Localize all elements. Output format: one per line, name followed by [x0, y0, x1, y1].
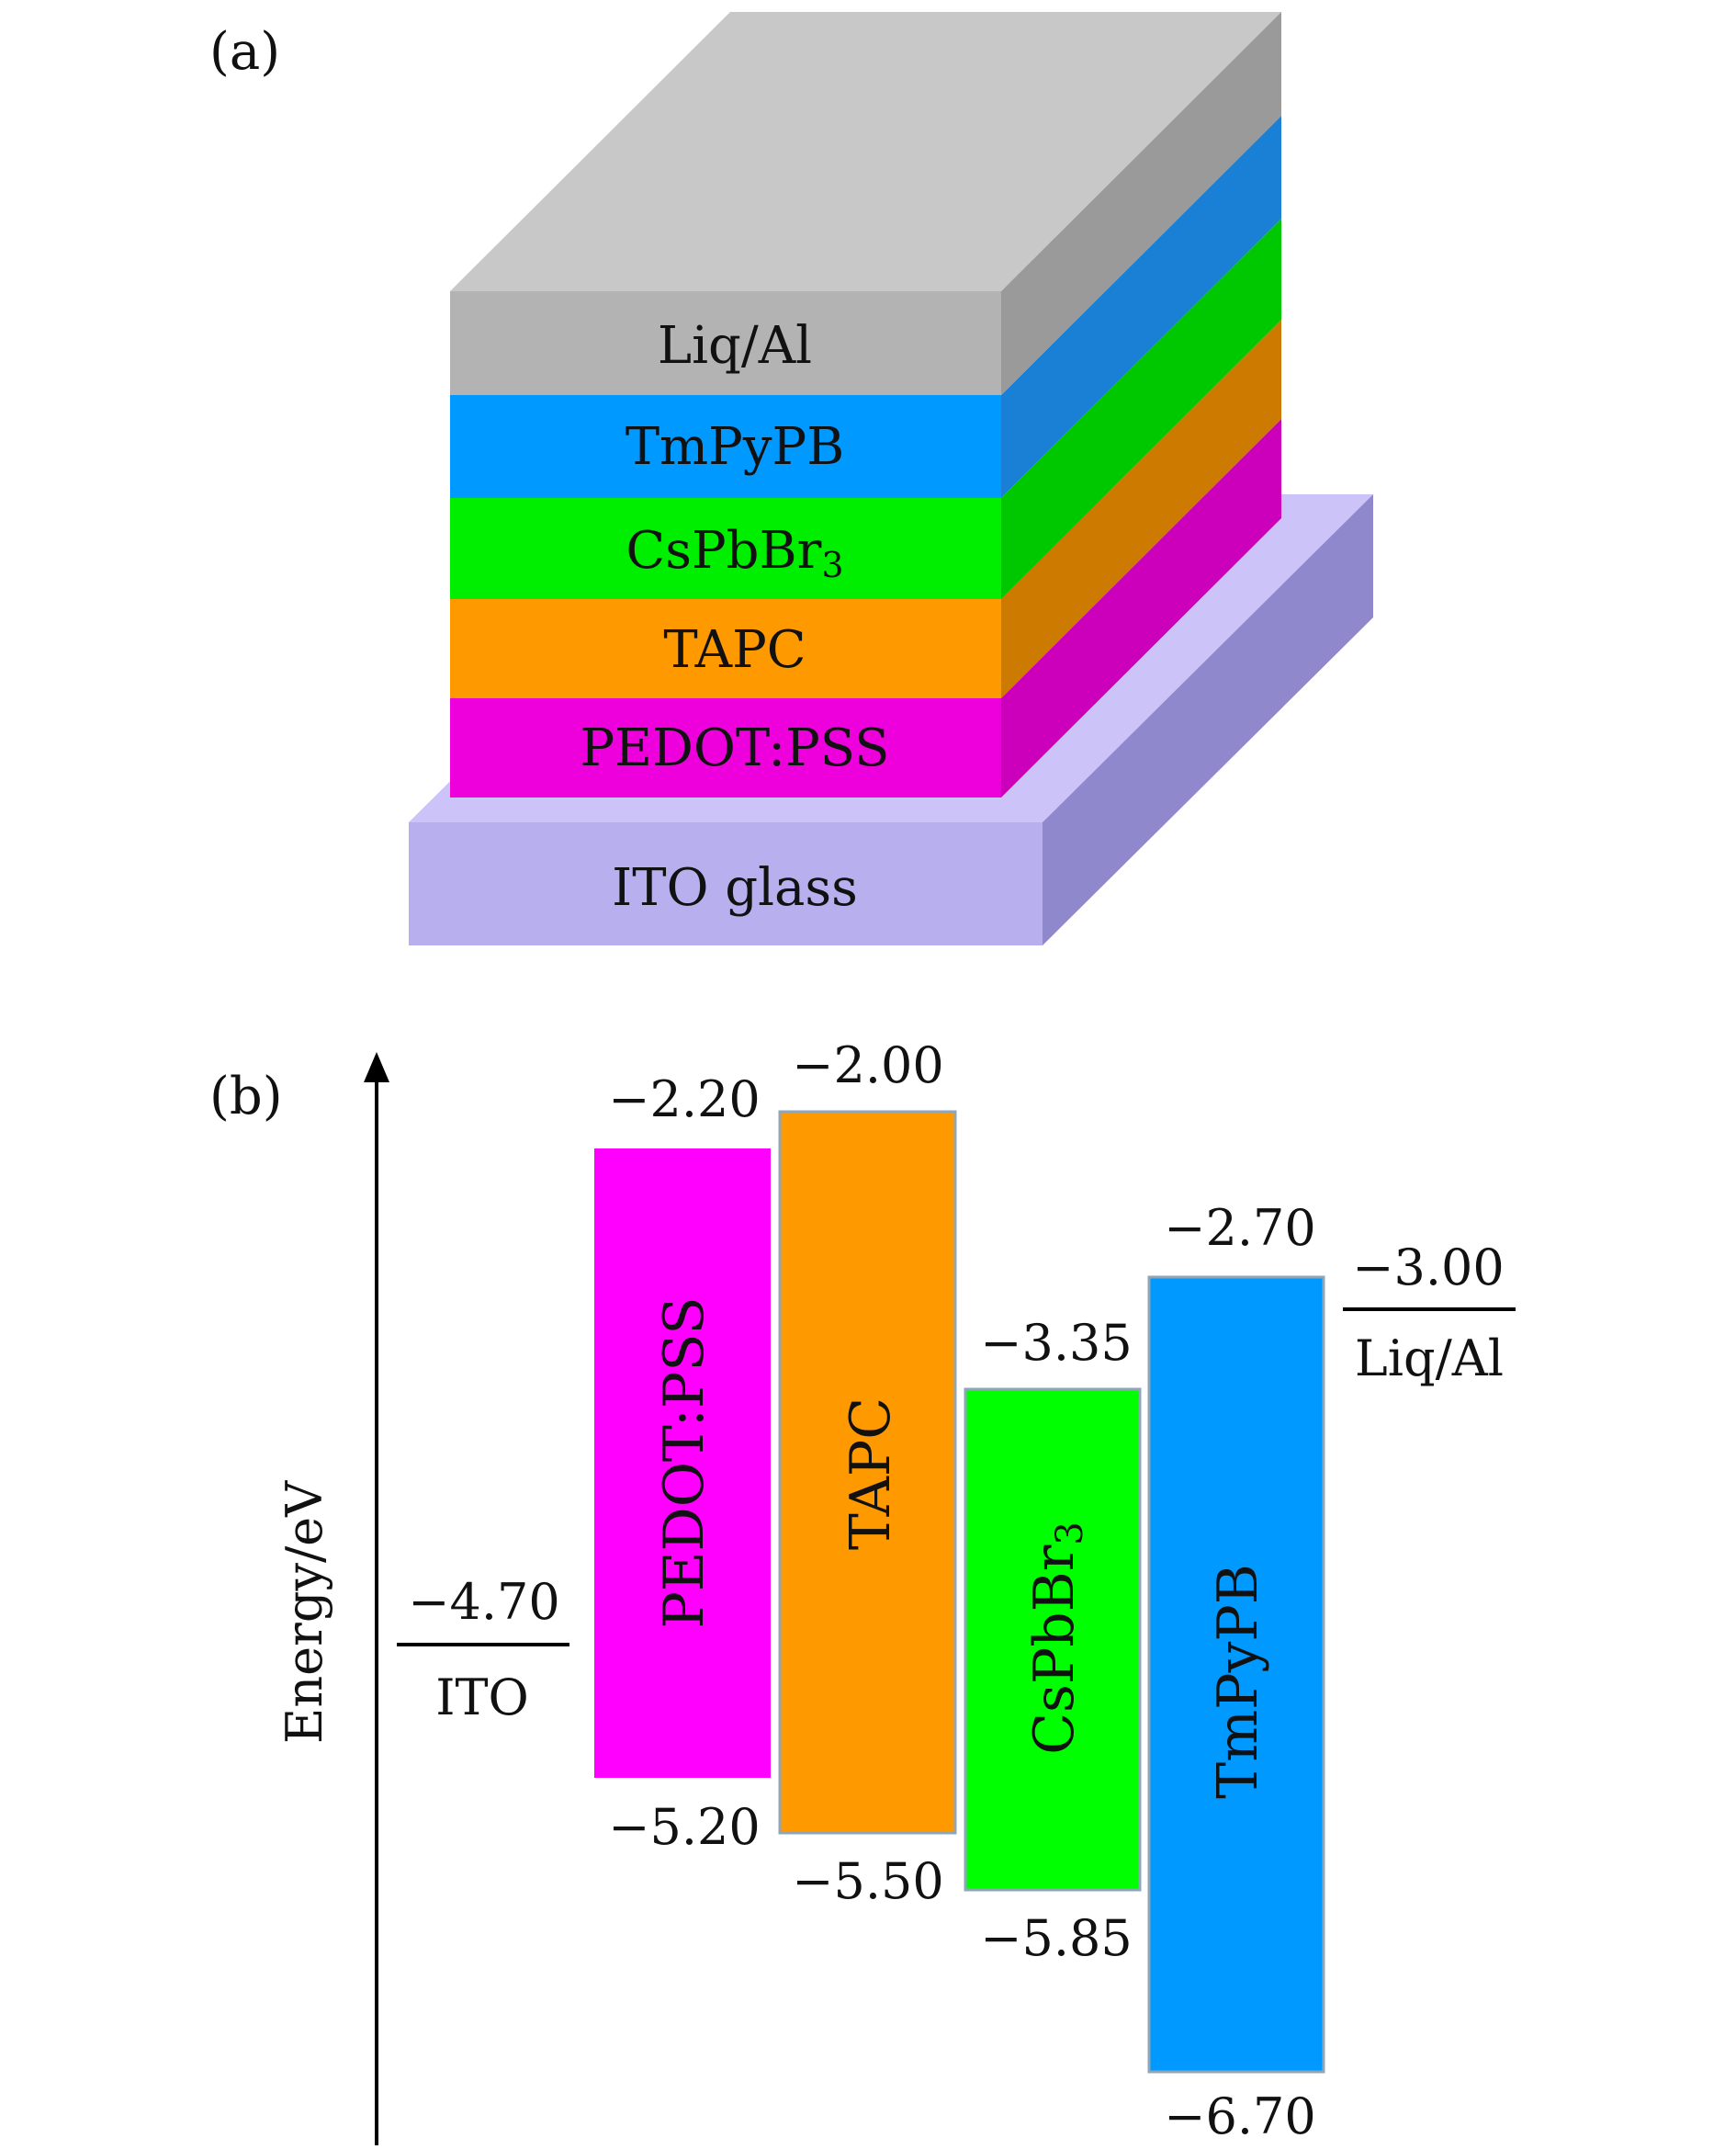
band-pedot-pss: −2.20 −5.20 PEDOT:PSS [594, 1070, 771, 1856]
layer-cspbbr3-side [1001, 219, 1281, 599]
layer-stack: PEDOT:PSS TAPC CsPbBr3 TmPyPB Liq/Al [450, 12, 1281, 797]
band-pedot-rect [594, 1148, 771, 1778]
layer-liqal-front [450, 291, 1001, 395]
layer-liqal-label: Liq/Al [658, 316, 812, 376]
cspbbr3-bottom-value: −5.85 [980, 1909, 1132, 1967]
tapc-bottom-value: −5.50 [792, 1852, 943, 1910]
panel-a-label: (a) [209, 22, 280, 82]
layer-pedot-side [1001, 419, 1281, 797]
layer-tmpypb-side [1001, 116, 1281, 498]
panel-b-label: (b) [209, 1067, 283, 1126]
pedot-band-label: PEDOT:PSS [652, 1296, 716, 1628]
band-cspbbr3: −3.35 −5.85 CsPbBr3 [964, 1314, 1142, 1967]
ito-label: ITO [435, 1668, 529, 1726]
layer-cspbbr3-label: CsPbBr3 [626, 521, 843, 585]
layer-tapc-side [1001, 320, 1281, 698]
layer-pedot-label: PEDOT:PSS [580, 718, 889, 778]
tapc-band-label: TAPC [839, 1397, 903, 1550]
liqal-label: Liq/Al [1355, 1329, 1504, 1387]
stack-top-face [450, 12, 1281, 291]
layer-tapc-front [450, 599, 1001, 698]
layer-tapc-label: TAPC [663, 620, 806, 680]
ito-level-value: −4.70 [408, 1573, 559, 1631]
electrode-ito: −4.70 ITO [397, 1573, 569, 1726]
band-tapc-rect [778, 1110, 957, 1835]
band-tmpypb-rect [1147, 1275, 1325, 2074]
layer-cspbbr3-front [450, 498, 1001, 599]
pedot-top-value: −2.20 [608, 1070, 760, 1128]
tmpypb-bottom-value: −6.70 [1164, 2087, 1315, 2145]
tmpypb-band-label: TmPyPB [1206, 1564, 1270, 1799]
tmpypb-top-value: −2.70 [1164, 1199, 1315, 1257]
band-tmpypb: −2.70 −6.70 TmPyPB [1147, 1199, 1325, 2145]
pedot-bottom-value: −5.20 [608, 1798, 760, 1856]
tapc-top-value: −2.00 [792, 1036, 943, 1094]
layer-tmpypb-label: TmPyPB [626, 417, 845, 477]
cspbbr3-band-label: CsPbBr3 [1022, 1521, 1091, 1755]
layer-pedot-front [450, 698, 1001, 797]
liqal-level-value: −3.00 [1352, 1239, 1504, 1296]
substrate-side-face [1043, 494, 1373, 945]
band-cspbbr3-rect [964, 1387, 1142, 1892]
cspbbr3-top-value: −3.35 [980, 1314, 1132, 1372]
layer-tmpypb-front [450, 395, 1001, 498]
energy-axis-arrowhead [364, 1052, 389, 1082]
layer-liqal-side [1001, 12, 1281, 395]
electrode-liq-al: −3.00 Liq/Al [1343, 1239, 1516, 1387]
band-tapc: −2.00 −5.50 TAPC [778, 1036, 957, 1910]
substrate-label: ITO glass [612, 858, 858, 918]
energy-axis-label: Energy/eV [276, 1480, 333, 1744]
substrate-front-face [409, 822, 1043, 945]
